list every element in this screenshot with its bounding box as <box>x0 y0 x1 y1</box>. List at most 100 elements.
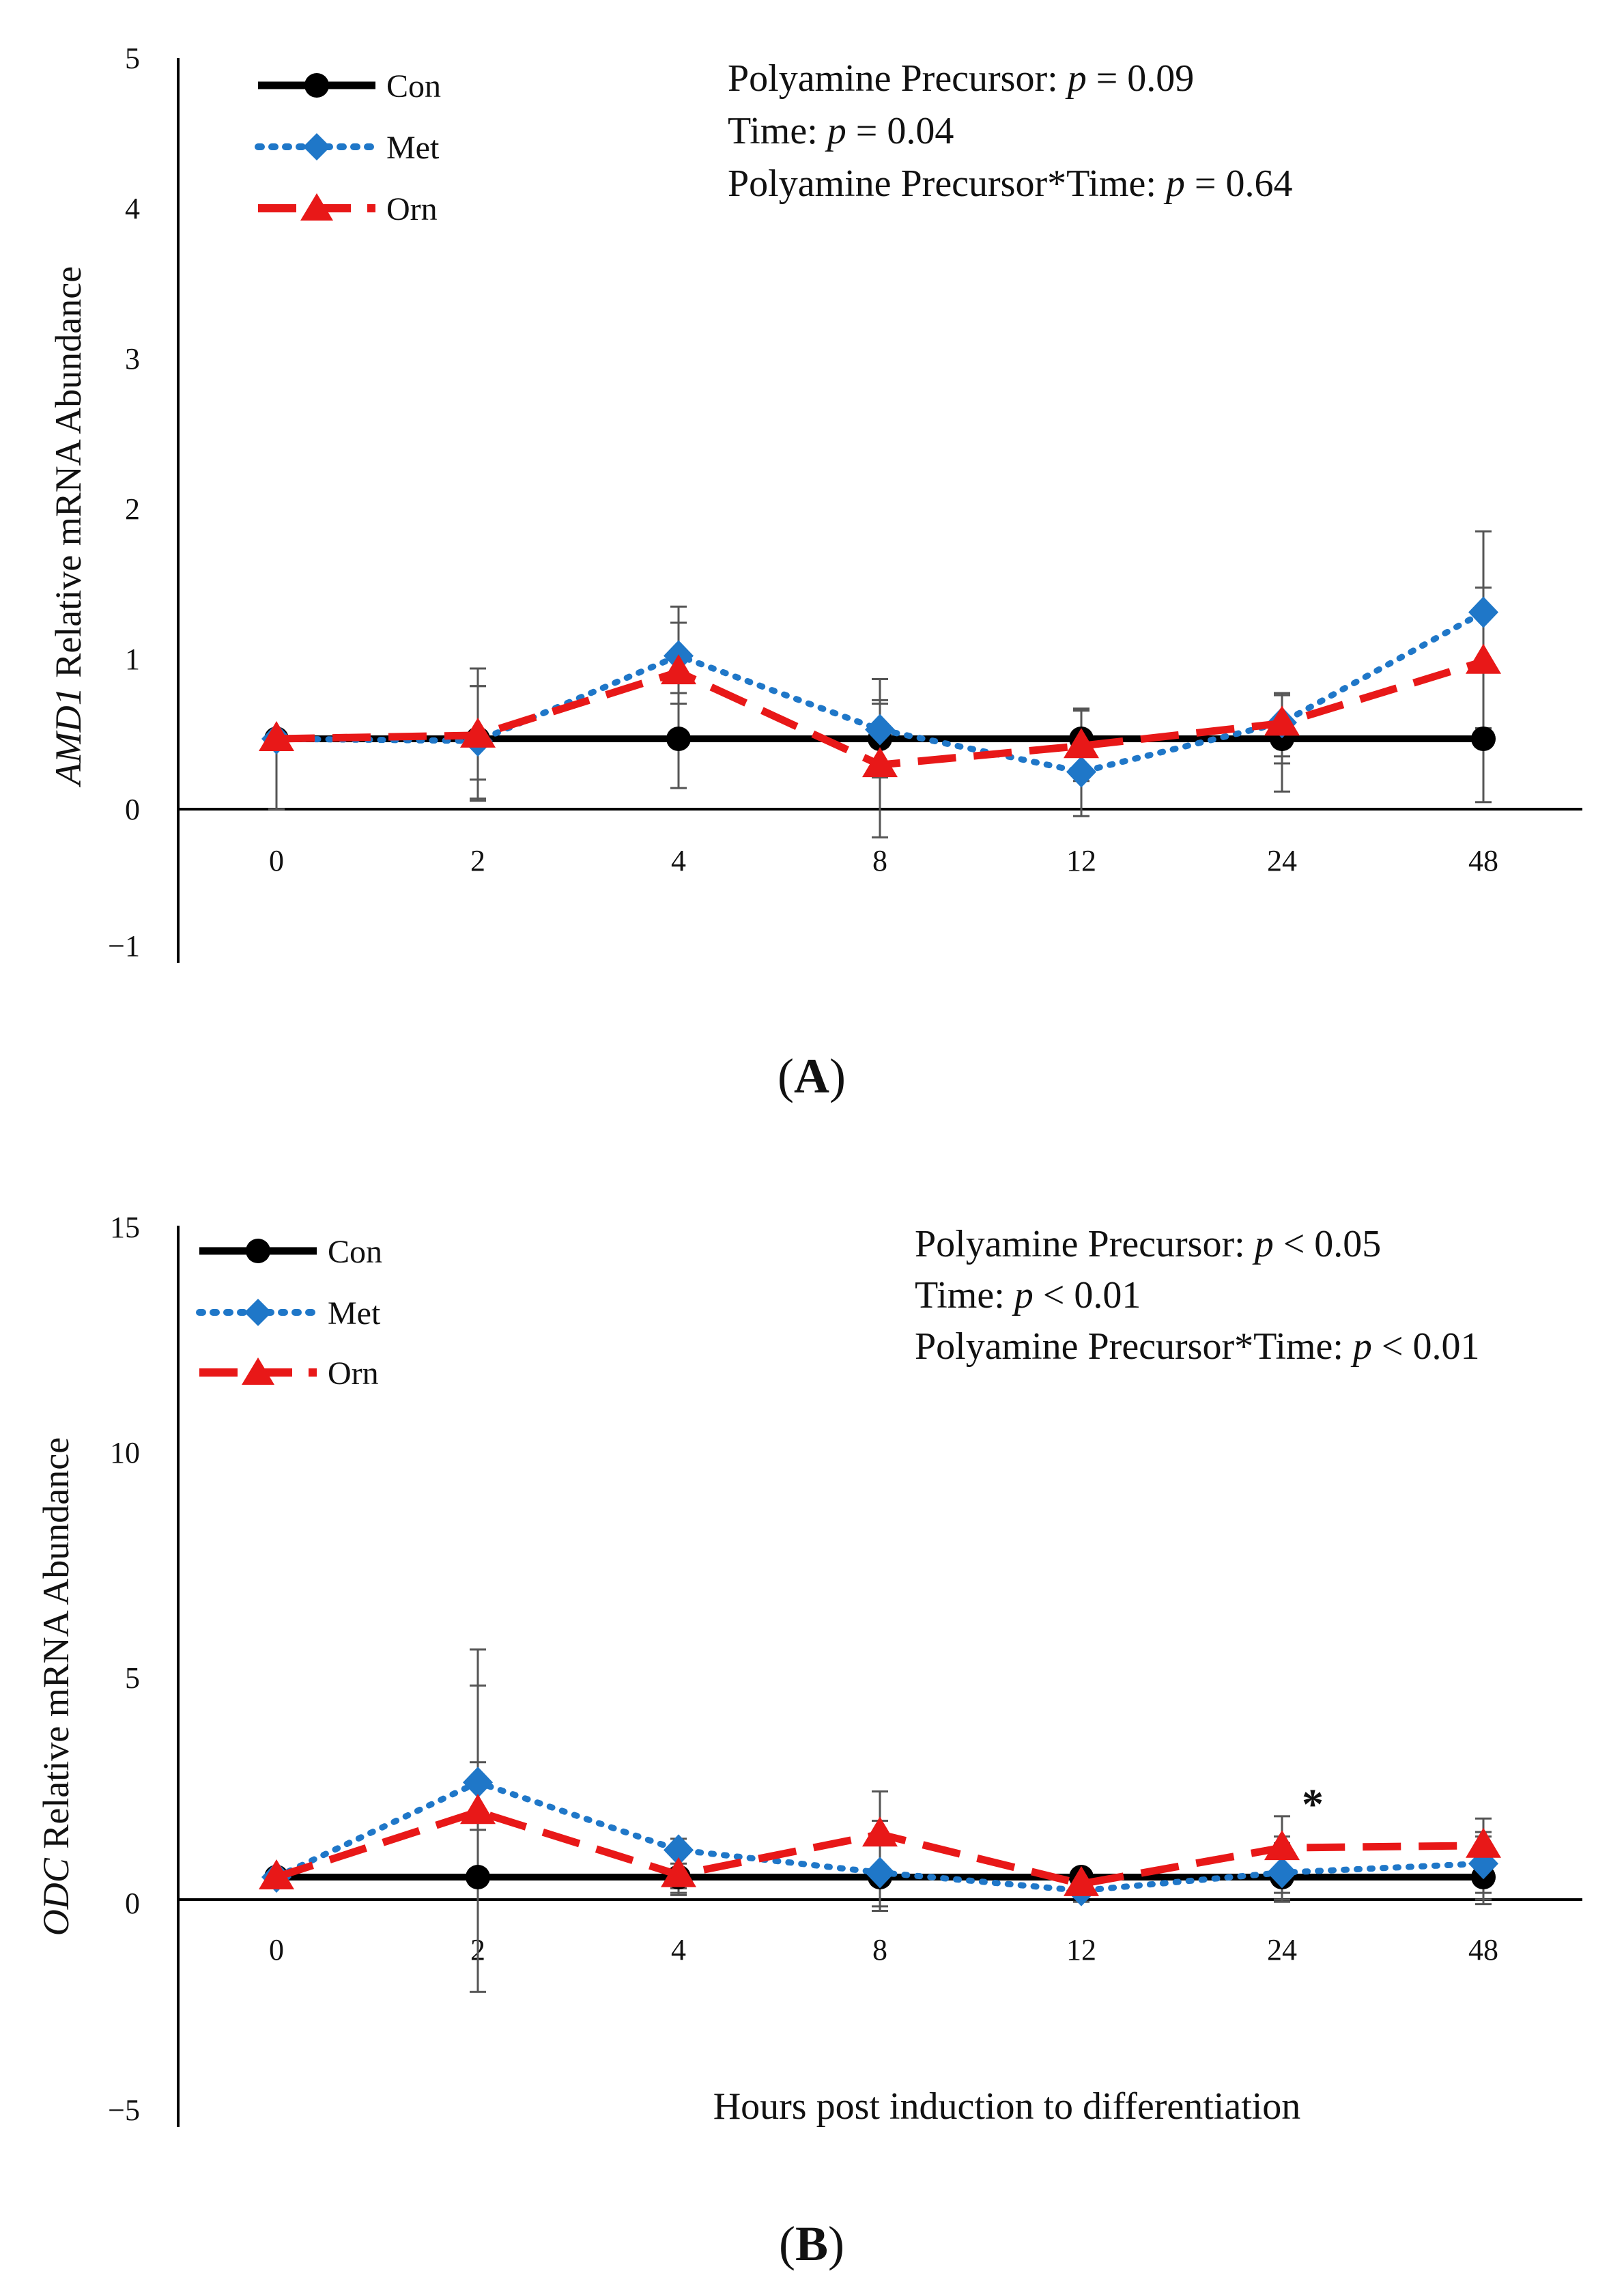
data-point-orn <box>1466 643 1501 674</box>
stat-line-precursor: Polyamine Precursor: p < 0.05 <box>915 1223 1381 1265</box>
data-point-orn <box>1064 728 1099 759</box>
stat-line-time: Time: p = 0.04 <box>728 110 954 152</box>
stat-p: p <box>825 110 846 152</box>
y-tick-label: 10 <box>110 1436 140 1469</box>
stat-value: < 0.01 <box>1034 1274 1141 1316</box>
panel-b-x-axis-label: Hours post induction to differentiation <box>713 2085 1301 2128</box>
y-axis-label-rest: Relative mRNA Abundance <box>48 266 89 687</box>
stat-p: p <box>1065 57 1087 100</box>
panel-b-y-tick-labels: 15 10 5 0 −5 <box>108 1211 140 2127</box>
legend-marker-orn <box>300 193 333 221</box>
panel-a-y-axis-label: AMD1 Relative mRNA Abundance <box>48 266 89 787</box>
x-tick-label: 8 <box>872 844 887 877</box>
panel-b-series: * <box>259 1648 1501 1993</box>
data-point-orn <box>661 654 696 685</box>
legend-label-orn: Orn <box>386 191 438 227</box>
legend-entry-orn: Orn <box>199 1355 379 1392</box>
legend-label-con: Con <box>328 1234 382 1270</box>
data-point-con <box>666 727 691 751</box>
stat-line-interaction: Polyamine Precursor*Time: p < 0.01 <box>915 1325 1480 1368</box>
x-tick-label: 0 <box>269 1933 284 1967</box>
data-point-orn <box>1064 1865 1099 1896</box>
legend-marker-met <box>244 1299 272 1326</box>
data-point-orn <box>862 747 898 778</box>
x-tick-label: 12 <box>1066 844 1096 877</box>
y-axis-gene: AMD1 <box>48 687 89 787</box>
y-tick-label: 5 <box>125 1661 140 1695</box>
data-point-orn <box>460 1794 496 1825</box>
panel-close-paren: ) <box>828 2216 844 2271</box>
stat-p: p <box>1350 1325 1372 1368</box>
panel-open-paren: ( <box>778 1049 794 1103</box>
data-point-orn <box>661 1857 696 1887</box>
y-tick-label: 0 <box>125 793 140 826</box>
data-point-orn <box>1466 1827 1501 1858</box>
y-tick-label: 5 <box>125 42 140 75</box>
y-tick-label: −5 <box>108 2094 140 2127</box>
legend-entry-met: Met <box>196 1295 381 1332</box>
panel-b-legend: Con Met Orn <box>196 1234 382 1392</box>
stat-value: < 0.01 <box>1372 1325 1480 1368</box>
legend-entry-met: Met <box>255 130 440 166</box>
x-tick-label: 8 <box>872 1933 887 1967</box>
data-point-orn <box>259 1859 294 1889</box>
y-tick-label: 3 <box>125 342 140 376</box>
significance-asterisk: * <box>1302 1780 1324 1829</box>
panel-a: 5 4 3 2 1 0 −1 0 2 4 8 12 24 48 AMD1 Rel… <box>48 42 1582 1103</box>
legend-marker-con <box>304 73 329 98</box>
x-tick-label: 4 <box>671 844 686 877</box>
y-tick-label: 0 <box>125 1887 140 1920</box>
x-tick-label: 12 <box>1066 1933 1096 1967</box>
legend-label-con: Con <box>386 68 441 104</box>
stat-label: Polyamine Precursor: <box>728 57 1068 100</box>
stat-p: p <box>1163 163 1185 205</box>
panel-a-x-tick-labels: 0 2 4 8 12 24 48 <box>269 844 1498 877</box>
stat-p: p <box>1252 1223 1274 1265</box>
stat-value: = 0.09 <box>1087 57 1195 100</box>
legend-entry-con: Con <box>199 1234 382 1270</box>
y-tick-label: 15 <box>110 1211 140 1244</box>
data-point-orn <box>1264 1830 1300 1861</box>
legend-label-orn: Orn <box>328 1355 379 1392</box>
data-point-met <box>1267 1857 1297 1889</box>
x-tick-label: 48 <box>1468 844 1498 877</box>
stat-line-precursor: Polyamine Precursor: p = 0.09 <box>728 57 1194 100</box>
panel-letter: A <box>794 1049 829 1103</box>
data-point-con <box>1471 727 1496 751</box>
y-tick-label: 1 <box>125 643 140 676</box>
panel-b-label: (B) <box>779 2216 844 2271</box>
x-tick-label: 4 <box>671 1933 686 1967</box>
stat-value: = 0.64 <box>1185 163 1293 205</box>
y-tick-label: 2 <box>125 492 140 526</box>
y-tick-label: 4 <box>125 192 140 225</box>
panel-open-paren: ( <box>779 2216 795 2271</box>
legend-entry-orn: Orn <box>258 191 438 227</box>
y-tick-label: −1 <box>108 929 140 963</box>
legend-marker-met <box>303 133 330 160</box>
data-point-met <box>865 714 895 746</box>
panel-a-legend: Con Met Orn <box>255 68 441 227</box>
data-point-con <box>466 1865 490 1889</box>
stat-label: Time: <box>728 110 827 152</box>
panel-b-stats: Polyamine Precursor: p < 0.05 Time: p < … <box>915 1223 1480 1368</box>
panel-b-x-tick-labels: 0 2 4 8 12 24 48 <box>269 1933 1498 1967</box>
panel-a-label: (A) <box>778 1049 846 1103</box>
data-point-orn <box>1264 705 1300 736</box>
data-point-met <box>664 1834 694 1866</box>
panel-a-stats: Polyamine Precursor: p = 0.09 Time: p = … <box>728 57 1293 205</box>
panel-b-y-axis-label: ODC Relative mRNA Abundance <box>35 1437 76 1936</box>
x-tick-label: 2 <box>470 844 485 877</box>
panel-b: 15 10 5 0 −5 0 2 4 8 12 24 48 ODC Relati… <box>35 1211 1582 2271</box>
legend-marker-con <box>246 1239 270 1263</box>
stat-line-time: Time: p < 0.01 <box>915 1274 1141 1316</box>
panel-letter: B <box>795 2216 828 2271</box>
panel-close-paren: ) <box>829 1049 846 1103</box>
panel-a-y-tick-labels: 5 4 3 2 1 0 −1 <box>108 42 140 963</box>
stat-label: Polyamine Precursor*Time: <box>728 163 1166 205</box>
x-tick-label: 24 <box>1267 844 1297 877</box>
data-point-met <box>865 1857 895 1889</box>
y-axis-label-rest: Relative mRNA Abundance <box>35 1437 76 1858</box>
panel-a-series <box>259 530 1501 839</box>
data-point-orn <box>862 1816 898 1847</box>
